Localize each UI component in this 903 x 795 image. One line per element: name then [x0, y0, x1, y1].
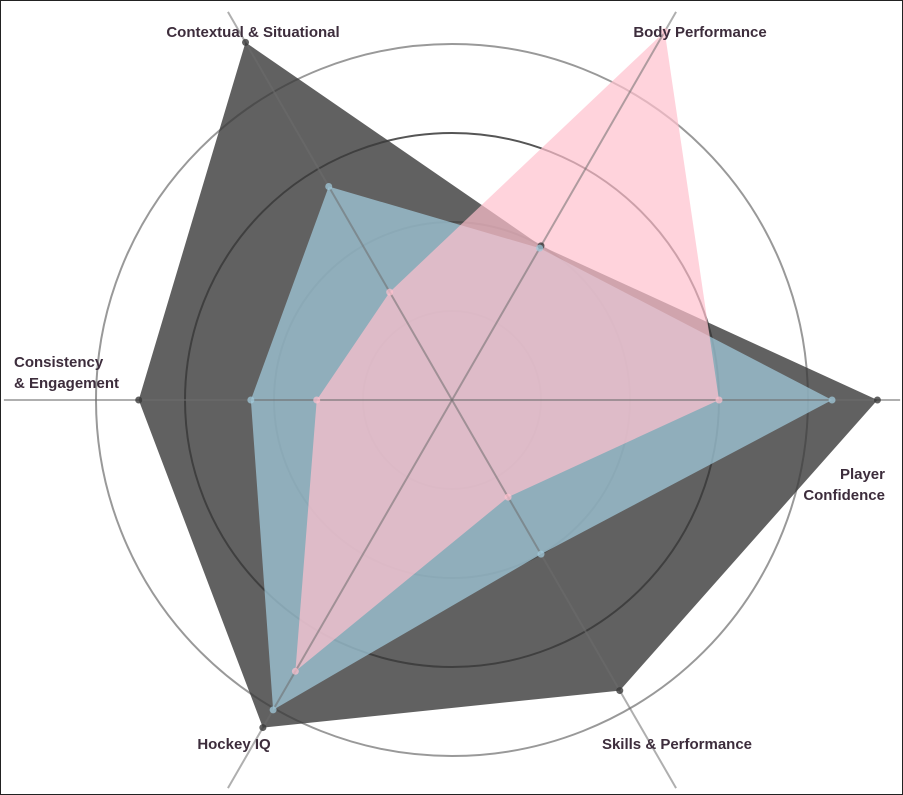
data-point	[135, 396, 143, 404]
axis-line	[227, 399, 453, 789]
axis-label: & Engagement	[14, 375, 119, 392]
axis-label: Player	[840, 466, 885, 483]
data-point	[386, 288, 394, 296]
axis-label: Skills & Performance	[602, 736, 752, 753]
axis-line	[451, 399, 677, 789]
axis-label: Contextual & Situational	[166, 24, 339, 41]
data-point	[247, 396, 255, 404]
data-point	[536, 244, 544, 252]
data-point	[269, 706, 277, 714]
axis-label: Hockey IQ	[197, 736, 271, 753]
data-point	[259, 724, 267, 732]
data-point	[504, 493, 512, 501]
data-point	[291, 667, 299, 675]
data-point	[873, 396, 881, 404]
data-point	[313, 396, 321, 404]
data-point	[537, 550, 545, 558]
labels: Player Confidence Body Performance Contextu…	[14, 24, 885, 753]
data-point	[715, 396, 723, 404]
axis-label: Confidence	[803, 487, 885, 504]
axes	[3, 11, 901, 789]
points	[135, 28, 881, 732]
areas	[138, 31, 878, 728]
data-point	[661, 28, 669, 36]
data-point	[325, 182, 333, 190]
data-point	[616, 687, 624, 695]
data-point	[242, 38, 250, 46]
data-point	[828, 396, 836, 404]
axis-line	[227, 11, 453, 401]
axis-label: Body Performance	[633, 24, 766, 41]
series-area	[295, 31, 719, 672]
axis-line	[451, 11, 677, 401]
axis-label: Consistency	[14, 354, 104, 371]
